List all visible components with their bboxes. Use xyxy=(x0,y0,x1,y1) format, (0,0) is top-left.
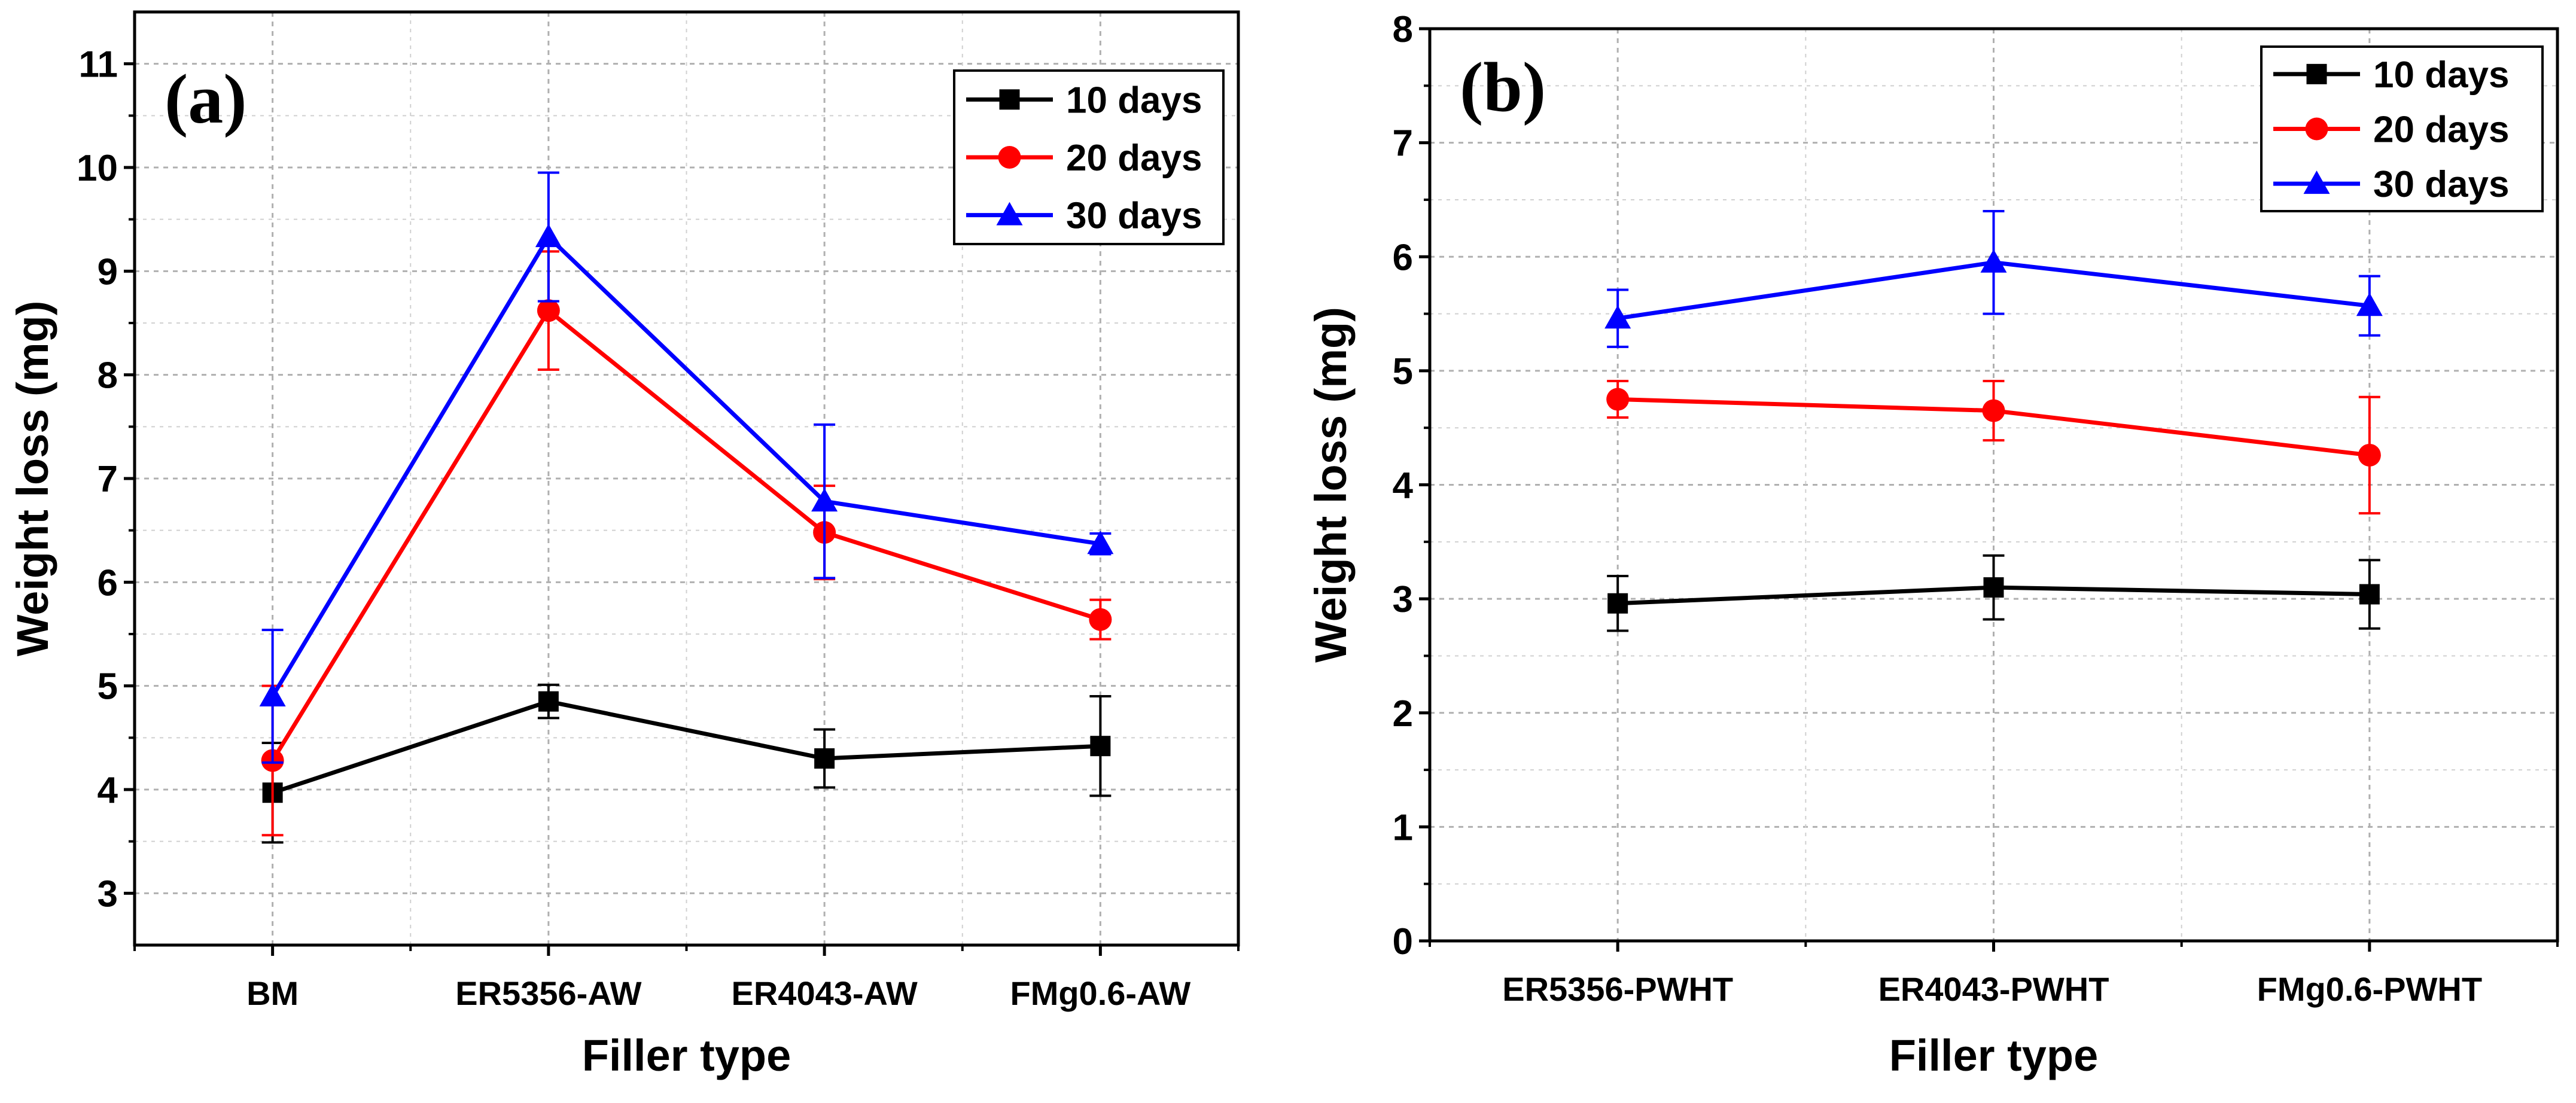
data-point xyxy=(1980,249,2007,273)
data-point xyxy=(2358,443,2381,467)
x-axis-title: Filler type xyxy=(1889,1031,2099,1080)
y-tick-label: 1 xyxy=(1393,807,1413,848)
data-point xyxy=(535,224,562,248)
chart-b: 0 1 2 3 4 5 6 7 8 ER5356-PWHT ER4043-PWHT FMg0.6-PW… xyxy=(1306,9,2559,1080)
legend: 10 days 20 days 30 days xyxy=(953,69,1225,245)
y-axis-title: Weight loss (mg) xyxy=(8,301,57,657)
panel-label: (a) xyxy=(165,60,247,138)
x-tick-label: FMg0.6-PWHT xyxy=(2257,970,2482,1008)
x-tick-label: FMg0.6-AW xyxy=(1010,974,1190,1012)
data-point xyxy=(814,748,835,769)
legend: 10 days 20 days 30 days xyxy=(2260,45,2544,212)
data-point xyxy=(1607,593,1628,614)
y-tick-label: 4 xyxy=(98,770,118,811)
data-point xyxy=(811,488,838,512)
y-tick-label: 0 xyxy=(1393,921,1413,962)
data-point xyxy=(1090,736,1111,757)
x-tick-label: ER4043-AW xyxy=(732,974,918,1012)
data-point xyxy=(2359,584,2380,605)
series-line xyxy=(270,234,1101,697)
data-point xyxy=(1983,577,2004,598)
data-point xyxy=(1089,608,1112,631)
legend-label: 30 days xyxy=(2373,164,2510,205)
series-line xyxy=(270,308,1101,762)
legend-marker xyxy=(2306,63,2327,84)
y-tick-label: 8 xyxy=(1393,9,1413,50)
data-point xyxy=(1606,388,1630,411)
legend-label: 30 days xyxy=(1066,196,1202,237)
data-point xyxy=(1982,399,2005,422)
x-tick-label: BM xyxy=(246,974,299,1012)
series-30-days xyxy=(1604,210,2383,348)
y-tick-label: 6 xyxy=(1393,237,1413,278)
y-tick-label: 6 xyxy=(98,562,118,604)
series-10-days xyxy=(1607,554,2380,632)
data-point xyxy=(1604,305,1631,329)
data-point xyxy=(538,691,559,712)
data-point xyxy=(1087,531,1114,554)
y-axis-title: Weight loss (mg) xyxy=(1306,307,1356,663)
legend-label: 10 days xyxy=(1066,80,1202,121)
legend-marker xyxy=(2303,170,2330,194)
panel-label: (b) xyxy=(1460,48,1546,126)
series-30-days xyxy=(259,171,1114,764)
y-tick-label: 3 xyxy=(1393,579,1413,620)
y-tick-label: 5 xyxy=(98,666,118,708)
data-point xyxy=(259,683,286,706)
legend-marker xyxy=(998,146,1021,169)
legend-label: 20 days xyxy=(1066,138,1202,179)
legend-label: 20 days xyxy=(2373,109,2510,151)
data-point xyxy=(2356,292,2383,316)
series-20-days xyxy=(1606,380,2381,515)
x-tick-label: ER5356-AW xyxy=(455,974,641,1012)
legend-marker xyxy=(2305,117,2328,141)
x-tick-label: ER4043-PWHT xyxy=(1878,970,2109,1008)
y-tick-label: 2 xyxy=(1393,693,1413,735)
data-point xyxy=(537,299,560,322)
legend-label: 10 days xyxy=(2373,54,2510,96)
y-tick-label: 5 xyxy=(1393,351,1413,392)
x-tick-label: ER5356-PWHT xyxy=(1502,970,1733,1008)
y-tick-label: 8 xyxy=(98,355,118,397)
y-tick-label: 4 xyxy=(1393,465,1414,507)
y-tick-label: 10 xyxy=(77,148,118,189)
x-axis-title: Filler type xyxy=(582,1031,791,1080)
y-tick-label: 3 xyxy=(98,873,118,915)
chart-a: 3 4 5 6 7 8 9 10 11 BM ER5356-AW ER4043-AW FMg0.6-AW… xyxy=(8,10,1240,1080)
y-tick-label: 9 xyxy=(98,251,118,292)
legend-marker xyxy=(999,89,1020,110)
series-line xyxy=(272,699,1101,795)
y-tick-label: 11 xyxy=(78,44,118,86)
y-tick-label: 7 xyxy=(1393,123,1413,164)
legend-marker xyxy=(996,202,1023,226)
y-tick-label: 7 xyxy=(98,459,118,500)
